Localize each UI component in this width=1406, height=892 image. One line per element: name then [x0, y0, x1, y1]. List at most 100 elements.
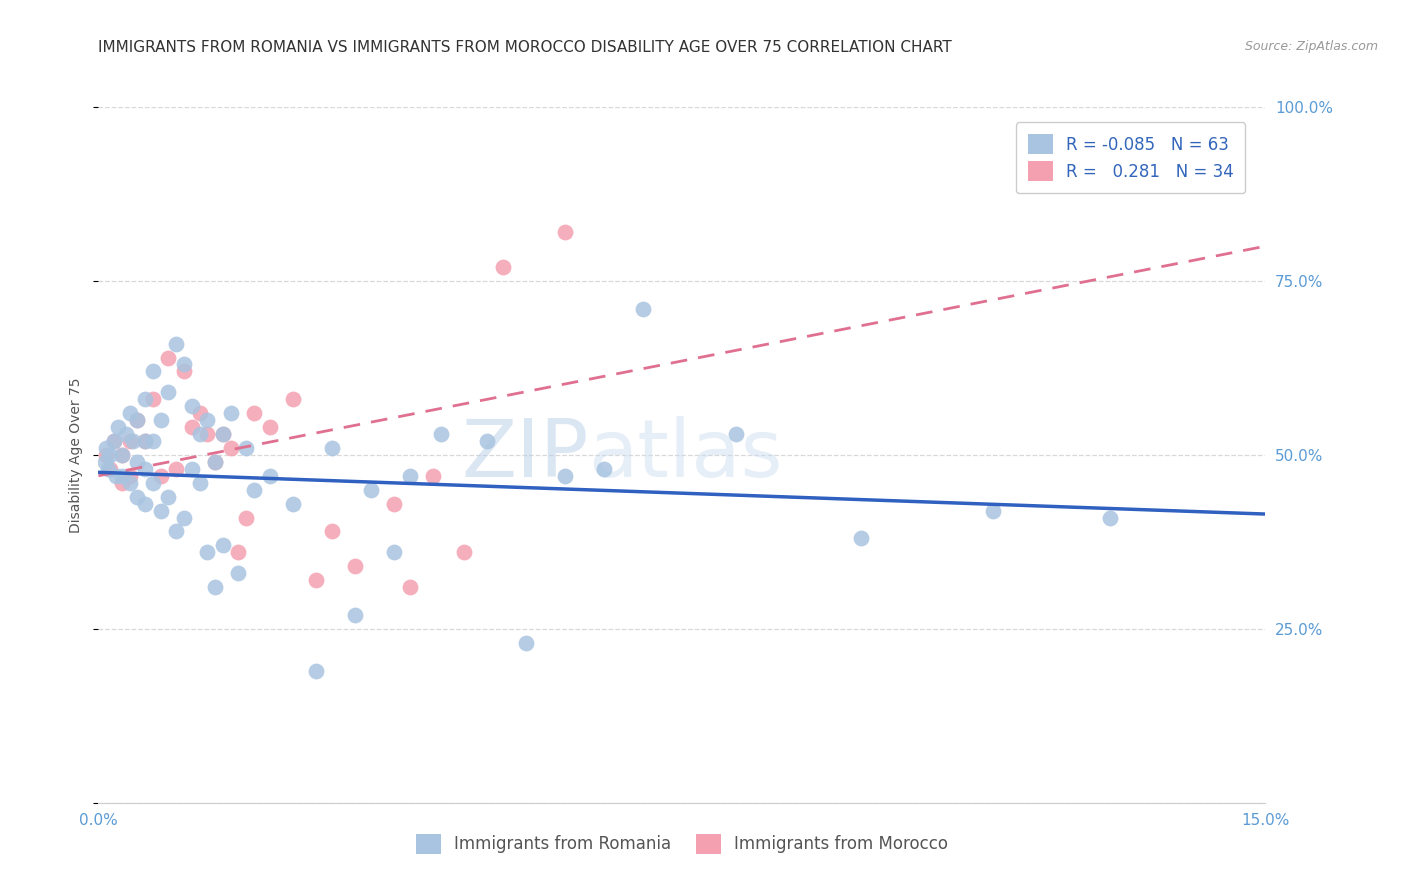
Point	[165, 336, 187, 351]
Point	[149, 503, 172, 517]
Point	[259, 468, 281, 483]
Point	[219, 406, 242, 420]
Point	[382, 497, 405, 511]
Point	[228, 545, 250, 559]
Point	[1098, 510, 1121, 524]
Point	[134, 462, 156, 476]
Point	[235, 441, 257, 455]
Point	[188, 406, 211, 420]
Point	[103, 434, 125, 448]
Point	[173, 358, 195, 372]
Point	[204, 455, 226, 469]
Point	[725, 427, 748, 442]
Point	[235, 510, 257, 524]
Point	[243, 483, 266, 497]
Point	[212, 538, 235, 552]
Point	[305, 573, 328, 587]
Point	[554, 225, 576, 239]
Point	[165, 462, 187, 476]
Point	[382, 545, 405, 559]
Text: atlas: atlas	[589, 416, 783, 494]
Point	[98, 448, 121, 462]
Point	[180, 462, 202, 476]
Point	[281, 497, 304, 511]
Point	[134, 392, 156, 407]
Point	[321, 524, 343, 539]
Point	[127, 455, 149, 469]
Point	[180, 420, 202, 434]
Point	[107, 420, 129, 434]
Point	[165, 524, 187, 539]
Point	[259, 420, 281, 434]
Point	[631, 301, 654, 316]
Point	[111, 475, 134, 490]
Point	[195, 413, 218, 427]
Point	[398, 580, 420, 594]
Point	[149, 468, 172, 483]
Point	[281, 392, 304, 407]
Point	[97, 462, 120, 476]
Point	[212, 427, 235, 442]
Point	[554, 468, 576, 483]
Point	[118, 475, 141, 490]
Point	[157, 490, 180, 504]
Point	[157, 385, 180, 400]
Legend: Immigrants from Romania, Immigrants from Morocco: Immigrants from Romania, Immigrants from…	[409, 827, 955, 861]
Point	[305, 664, 328, 678]
Point	[219, 441, 242, 455]
Point	[344, 559, 367, 574]
Point	[360, 483, 382, 497]
Point	[93, 455, 115, 469]
Point	[103, 434, 125, 448]
Point	[195, 427, 218, 442]
Point	[142, 364, 165, 378]
Point	[321, 441, 343, 455]
Point	[180, 399, 202, 413]
Point	[127, 413, 149, 427]
Point	[849, 532, 872, 546]
Point	[111, 448, 134, 462]
Point	[111, 448, 134, 462]
Text: Source: ZipAtlas.com: Source: ZipAtlas.com	[1244, 40, 1378, 54]
Point	[114, 427, 136, 442]
Y-axis label: Disability Age Over 75: Disability Age Over 75	[69, 377, 83, 533]
Point	[118, 434, 141, 448]
Point	[122, 434, 145, 448]
Point	[142, 434, 165, 448]
Point	[243, 406, 266, 420]
Point	[134, 497, 156, 511]
Point	[188, 427, 211, 442]
Point	[104, 468, 127, 483]
Point	[398, 468, 420, 483]
Point	[429, 427, 451, 442]
Point	[212, 427, 235, 442]
Point	[96, 441, 118, 455]
Point	[142, 475, 165, 490]
Point	[188, 475, 211, 490]
Point	[492, 260, 515, 274]
Point	[228, 566, 250, 581]
Point	[127, 490, 149, 504]
Point	[204, 455, 226, 469]
Point	[127, 413, 149, 427]
Text: IMMIGRANTS FROM ROMANIA VS IMMIGRANTS FROM MOROCCO DISABILITY AGE OVER 75 CORREL: IMMIGRANTS FROM ROMANIA VS IMMIGRANTS FR…	[98, 40, 952, 55]
Point	[149, 413, 172, 427]
Point	[98, 462, 121, 476]
Point	[142, 392, 165, 407]
Point	[981, 503, 1004, 517]
Point	[111, 468, 134, 483]
Point	[453, 545, 475, 559]
Point	[515, 636, 537, 650]
Point	[118, 406, 141, 420]
Point	[173, 510, 195, 524]
Point	[204, 580, 226, 594]
Point	[195, 545, 218, 559]
Point	[96, 448, 118, 462]
Point	[157, 351, 180, 365]
Point	[118, 468, 141, 483]
Point	[593, 462, 616, 476]
Point	[134, 434, 156, 448]
Point	[134, 434, 156, 448]
Point	[173, 364, 195, 378]
Text: ZIP: ZIP	[461, 416, 589, 494]
